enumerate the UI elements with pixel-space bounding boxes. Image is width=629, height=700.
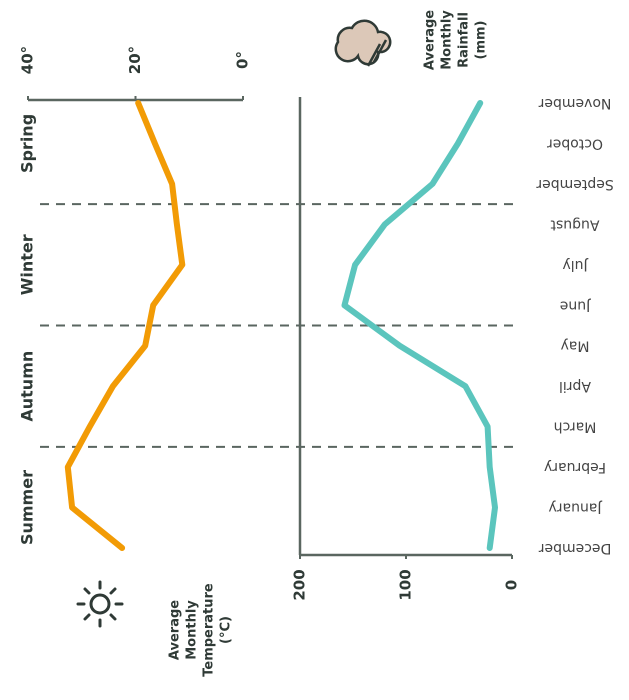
season-label: Autumn — [18, 351, 37, 422]
month-label: September — [536, 176, 614, 192]
month-label: June — [560, 297, 592, 313]
season-label: Spring — [18, 114, 37, 173]
month-label: April — [559, 378, 591, 394]
month-label: January — [548, 500, 602, 516]
sun-icon — [76, 580, 124, 628]
series-line — [64, 100, 186, 551]
month-label: February — [544, 459, 606, 475]
month-label: March — [554, 419, 597, 435]
axis-title: Average Monthly Temperature (°C) — [167, 583, 233, 677]
month-label: October — [547, 135, 603, 151]
season-label: Summer — [18, 470, 37, 545]
series-line — [341, 100, 498, 551]
month-label: December — [538, 540, 611, 556]
y2-tick-label: 200 — [291, 569, 309, 600]
y-tick-label: 20° — [126, 46, 144, 74]
cloud-icon — [334, 19, 392, 67]
month-label: July — [562, 257, 588, 273]
axis-title: Average Monthly Rainfall (mm) — [422, 10, 488, 70]
month-label: May — [561, 338, 590, 354]
y2-tick-label: 100 — [397, 569, 415, 600]
month-label: November — [538, 95, 611, 111]
y-tick-label: 40° — [19, 46, 37, 74]
y-tick-label: 0° — [234, 51, 252, 69]
y2-tick-label: 0 — [503, 580, 521, 590]
season-label: Winter — [18, 234, 37, 295]
month-label: August — [550, 216, 600, 232]
